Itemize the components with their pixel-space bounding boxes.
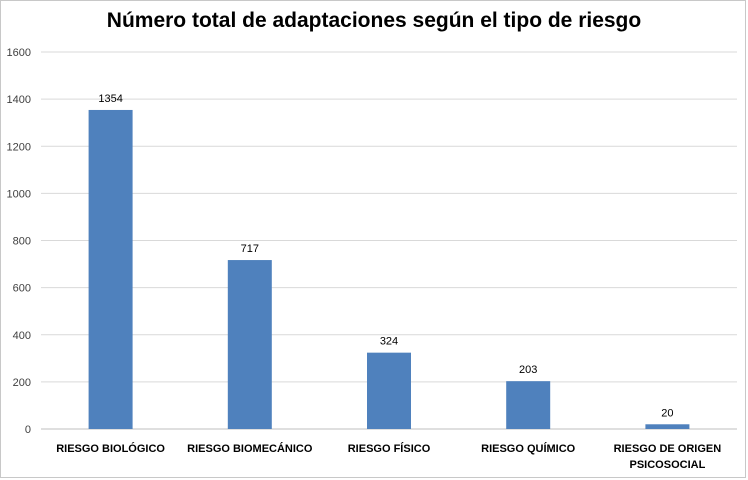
data-label: 324 <box>380 336 398 348</box>
y-tick-label: 1200 <box>7 141 31 153</box>
x-tick-label: RIESGO QUÍMICO <box>481 442 576 455</box>
bar <box>645 424 690 429</box>
x-tick-label: RIESGO BIOMECÁNICO <box>187 442 313 455</box>
y-tick-label: 400 <box>13 330 31 342</box>
y-tick-label: 1000 <box>7 188 31 200</box>
data-label: 203 <box>519 364 537 376</box>
y-tick-label: 0 <box>25 424 31 436</box>
y-tick-label: 1400 <box>7 94 31 106</box>
x-tick-label: RIESGO DE ORIGEN PSICOSOCIAL <box>614 443 722 471</box>
y-tick-label: 1600 <box>7 47 31 59</box>
y-tick-label: 200 <box>13 377 31 389</box>
data-label: 20 <box>661 407 673 419</box>
bar <box>88 109 133 430</box>
x-tick-label: RIESGO FÍSICO <box>348 442 431 455</box>
data-label: 717 <box>241 243 259 255</box>
chart-title: Número total de adaptaciones según el ti… <box>106 9 642 32</box>
y-tick-label: 800 <box>13 236 31 248</box>
bar <box>227 260 272 429</box>
y-tick-label: 600 <box>13 283 31 295</box>
data-label: 1354 <box>98 93 122 105</box>
bar <box>367 352 411 429</box>
bar <box>506 381 551 429</box>
x-tick-label: RIESGO BIOLÓGICO <box>56 442 165 455</box>
